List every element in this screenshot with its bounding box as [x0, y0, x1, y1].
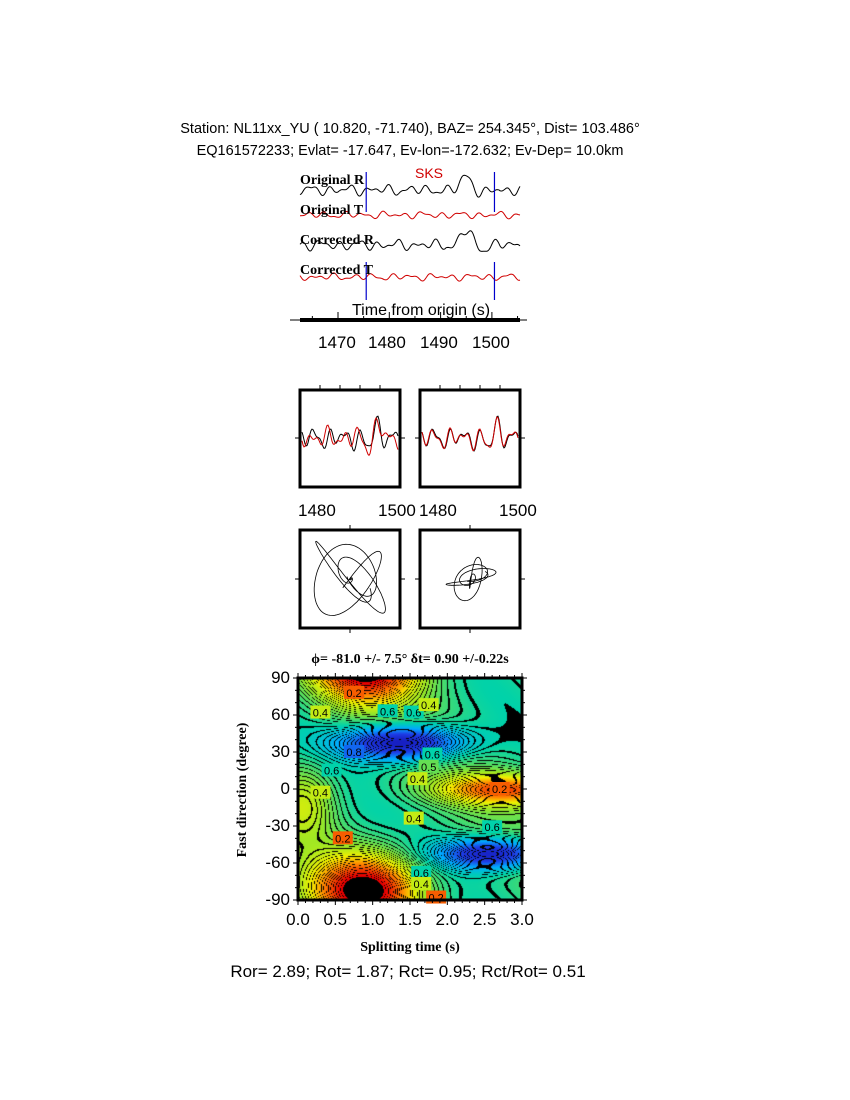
trace-xtick-1490: 1490 — [420, 333, 458, 352]
trace-original-r — [299, 174, 521, 198]
contour-label-box — [377, 704, 398, 718]
grid-xlabel: Splitting time (s) — [360, 940, 460, 955]
contour-label-box — [403, 811, 424, 825]
particle-motion-original — [313, 540, 386, 616]
contour-label: 0.6 — [406, 708, 421, 720]
trace-original-t — [300, 210, 521, 220]
contour-label-box — [482, 820, 503, 834]
grid-ytick-label: 90 — [271, 668, 290, 687]
grid-xtick-label: 1.0 — [360, 910, 385, 929]
particle-motion-corrected — [445, 556, 497, 602]
contour-label-box — [411, 865, 432, 879]
grid-ytick-label: -90 — [265, 890, 290, 909]
grid-ytick-label: 30 — [271, 742, 290, 761]
grid-xtick-label: 1.5 — [398, 910, 422, 929]
grid-title: ϕ= -81.0 +/- 7.5° δt= 0.90 +/-0.22s — [311, 652, 509, 667]
trace-xtick-1500: 1500 — [472, 333, 510, 352]
contour-label: 0.6 — [414, 868, 429, 880]
contour-label-box — [407, 772, 428, 786]
trace-label-original-r: Original R — [300, 173, 365, 188]
contour-label: 0.4 — [421, 700, 436, 712]
grid-ytick-label: -60 — [265, 853, 290, 872]
contour-label-box — [489, 782, 510, 795]
grid-xtick-label: 2.0 — [435, 910, 460, 929]
trace-corrected-t — [299, 272, 521, 282]
phase-label: SKS — [415, 165, 444, 181]
overlay-left-xtick-1500: 1500 — [378, 501, 416, 520]
contour-label: 0.2 — [492, 784, 507, 796]
contour-label-box — [344, 745, 364, 758]
grid-ytick-label: 60 — [271, 705, 290, 724]
trace-xtick-1470: 1470 — [318, 333, 356, 352]
contour-label: 0.4 — [313, 788, 328, 800]
grid-xtick-label: 3.0 — [510, 910, 534, 929]
contour-label-box — [422, 747, 443, 761]
grid-ytick-label: -30 — [265, 816, 290, 835]
contour-label: 0.8 — [346, 747, 361, 759]
trace-label-original-t: Original T — [300, 203, 364, 218]
overlay-right-t — [421, 416, 519, 452]
footer-ratios: Ror= 2.89; Rot= 1.87; Rct= 0.95; Rct/Rot… — [230, 962, 586, 981]
contour-label: 0.6 — [380, 706, 395, 718]
contour-label: 0.2 — [346, 688, 361, 700]
contour-label-box — [332, 831, 353, 845]
trace-corrected-r — [299, 230, 521, 252]
contour-label-box — [321, 763, 342, 777]
contour-label: 0.4 — [406, 814, 421, 826]
header-station-line: Station: NL11xx_YU ( 10.820, -71.740), B… — [180, 121, 640, 137]
contour-label: 0.6 — [484, 822, 499, 834]
contour-label-box — [411, 876, 432, 890]
grid-ytick-label: 0 — [280, 779, 290, 798]
contour-label: 0.6 — [425, 749, 440, 761]
trace-label-corrected-r: Corrected R — [300, 233, 374, 248]
overlay-left-t — [301, 417, 399, 457]
grid-xtick-label: 0.0 — [286, 910, 310, 929]
overlay-right-xtick-1480: 1480 — [419, 501, 457, 520]
trace-xlabel: Time from origin (s) — [352, 302, 491, 319]
grid-ylabel: Fast direction (degree) — [235, 722, 250, 858]
contour-label: 0.2 — [335, 833, 350, 845]
contour-label: 0.5 — [421, 762, 436, 774]
contour-label-box — [310, 785, 331, 799]
contour-label: 0.4 — [313, 708, 328, 720]
best-fit-star-icon — [356, 879, 374, 897]
grid-xtick-label: 2.5 — [472, 910, 497, 929]
overlay-right-xtick-1500: 1500 — [499, 501, 537, 520]
overlay-left-r — [301, 415, 399, 452]
header-event-line: EQ161572233; Evlat= -17.647, Ev-lon=-172… — [196, 143, 624, 159]
contour-label-box — [418, 698, 439, 712]
contour-label: 0.4 — [410, 774, 425, 786]
grid-xtick-label: 0.5 — [323, 910, 348, 929]
contour-label: 0.4 — [414, 879, 429, 891]
contour-label-box — [418, 759, 439, 773]
overlay-left-xtick-1480: 1480 — [298, 501, 336, 520]
contour-label-box — [310, 705, 331, 719]
contour-label: 0.6 — [324, 766, 339, 778]
trace-label-corrected-t: Corrected T — [300, 263, 373, 278]
trace-xtick-1480: 1480 — [368, 333, 406, 352]
contour-label-box — [344, 685, 364, 699]
